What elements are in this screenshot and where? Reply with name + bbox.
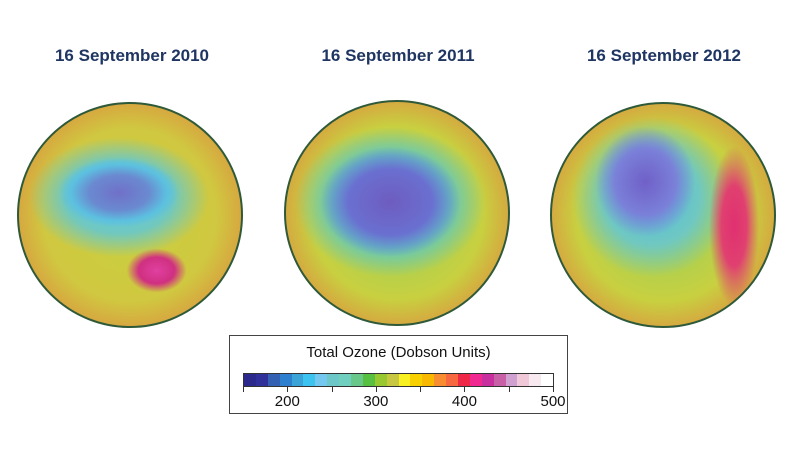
panel-title-2011: 16 September 2011 <box>321 46 475 65</box>
color-bar-segment <box>505 374 518 386</box>
legend-tick-label: 500 <box>540 393 566 410</box>
color-legend: Total Ozone (Dobson Units) 200 300 400 500 <box>229 335 568 414</box>
panel-title-2010: 16 September 2010 <box>54 46 210 65</box>
color-bar-segment <box>493 374 506 386</box>
color-bar-segment <box>481 374 494 386</box>
color-bar-segment <box>315 374 328 386</box>
legend-tick <box>553 387 554 392</box>
legend-tick <box>375 387 377 392</box>
color-bar-segment <box>374 374 387 386</box>
color-bar-segment <box>434 374 447 386</box>
color-bar-segment <box>410 374 423 386</box>
legend-title: Total Ozone (Dobson Units) <box>306 344 491 361</box>
color-bar-segment <box>267 374 280 386</box>
color-bar-segment <box>291 374 304 386</box>
color-bar-segment <box>458 374 470 386</box>
color-bar-segment <box>517 374 530 386</box>
color-bar-segment <box>422 374 435 386</box>
color-bar-segment <box>446 374 459 386</box>
legend-tick <box>243 387 244 392</box>
color-bar-segment <box>279 374 292 386</box>
color-bar-segment <box>327 374 340 386</box>
ozone-map-2011 <box>284 100 510 326</box>
color-bar-segment <box>398 374 411 386</box>
legend-tick-label: 200 <box>274 393 300 410</box>
legend-tick <box>420 387 422 392</box>
color-bar-segment <box>339 374 352 386</box>
color-bar <box>243 373 554 387</box>
panel-title-2012: 16 September 2012 <box>586 46 742 65</box>
legend-tick <box>464 387 466 392</box>
legend-tick <box>508 387 510 392</box>
color-bar-segment <box>244 374 256 386</box>
color-bar-segment <box>469 374 482 386</box>
ozone-map-2012 <box>550 102 776 328</box>
color-bar-segment <box>303 374 316 386</box>
legend-tick <box>331 387 333 392</box>
color-bar-segment <box>541 374 554 386</box>
legend-tick-label: 300 <box>363 393 389 410</box>
color-bar-segment <box>362 374 375 386</box>
color-bar-segment <box>386 374 399 386</box>
color-bar-segment <box>529 374 542 386</box>
ozone-map-2010 <box>17 102 243 328</box>
color-bar-segment <box>255 374 268 386</box>
color-bar-segment <box>351 374 363 386</box>
legend-tick <box>287 387 289 392</box>
legend-tick-label: 400 <box>451 393 477 410</box>
